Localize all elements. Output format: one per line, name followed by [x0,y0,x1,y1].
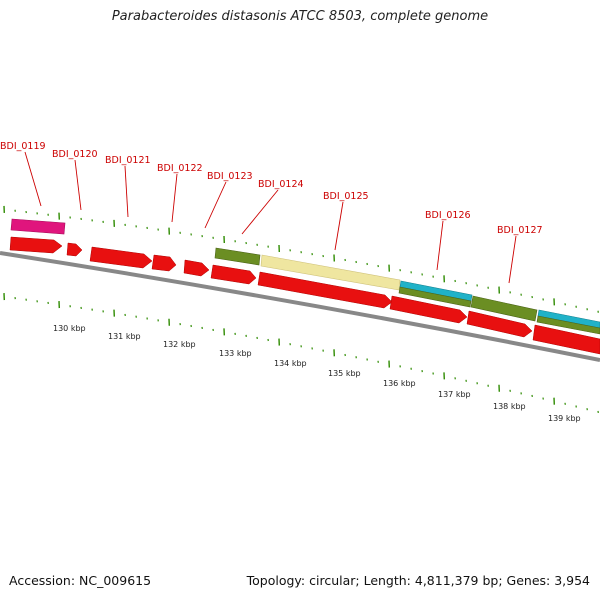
cds-arrow[interactable] [466,310,533,338]
kbp-label: 134 kbp [274,359,307,368]
cyan-feature[interactable] [537,309,600,329]
gene-label[interactable]: BDI_0122 [157,163,203,174]
gene-label[interactable]: BDI_0120 [52,149,98,160]
olive-feature[interactable] [470,295,538,322]
cds-arrow[interactable] [66,242,83,257]
accession-text: Accession: NC_009615 [9,573,152,588]
cds-arrow[interactable] [151,254,177,272]
gene-label-line [241,189,279,235]
cds-arrow[interactable] [89,246,153,269]
kbp-labels: 130 kbp 131 kbp 132 kbp 133 kbp 134 kbp … [53,324,581,423]
gene-label[interactable]: BDI_0119 [0,141,46,152]
cds-arrow[interactable] [257,271,393,309]
gene-label[interactable]: BDI_0124 [258,179,304,190]
olive-feature[interactable] [536,315,600,335]
kbp-label: 135 kbp [328,369,361,378]
feature-track [10,218,600,335]
gene-label-line [508,235,517,284]
cds-arrow[interactable] [183,259,210,277]
gene-label[interactable]: BDI_0126 [425,210,471,221]
gene-label-line [334,201,344,251]
cds-track [9,236,600,355]
kbp-label: 130 kbp [53,324,86,333]
gene-labels: BDI_0119 BDI_0120 BDI_0121 BDI_0122 BDI_… [0,141,543,236]
cds-arrow[interactable] [9,236,63,254]
olive-feature[interactable] [214,247,261,266]
kbp-label: 131 kbp [108,332,141,341]
genome-backbone [0,251,600,362]
genome-summary-text: Topology: circular; Length: 4,811,379 bp… [246,573,590,588]
cds-arrow[interactable] [210,264,257,285]
cds-arrow[interactable] [532,324,600,355]
gene-label-line [74,159,82,211]
gene-label[interactable]: BDI_0123 [207,171,253,182]
gene-label[interactable]: BDI_0125 [323,191,369,202]
kbp-label: 138 kbp [493,402,526,411]
gene-label-line [436,220,444,271]
inner-tick-ruler [3,293,599,413]
gene-label-line [124,165,129,218]
kbp-label: 133 kbp [219,349,252,358]
outer-tick-ruler [3,205,599,313]
map-title: Parabacteroides distasonis ATCC 8503, co… [111,9,489,24]
gene-label-line [24,151,42,207]
kbp-label: 139 kbp [548,414,581,423]
gene-label-lines [24,151,517,284]
olive-feature[interactable] [398,286,472,308]
kbp-label: 136 kbp [383,379,416,388]
gene-label-line [204,181,227,229]
gene-label[interactable]: BDI_0127 [497,225,543,236]
gene-label-line [171,173,178,223]
cds-arrow[interactable] [389,295,468,324]
pink-feature[interactable] [10,218,66,235]
kbp-label: 132 kbp [163,340,196,349]
gene-label[interactable]: BDI_0121 [105,155,151,166]
kbp-label: 137 kbp [438,390,471,399]
yellow-feature[interactable] [260,254,401,291]
